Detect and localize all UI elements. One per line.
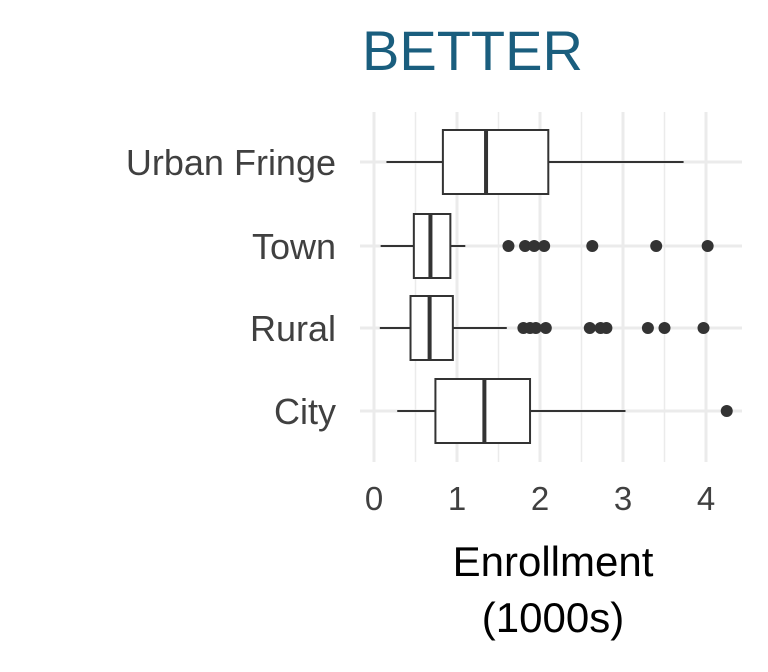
axis-labels: Urban Fringe Town Rural City 0 1 2 3 4 Enrollment… [126,142,715,641]
outlier-point [650,240,663,252]
outlier-point [583,322,596,334]
outlier-point [519,240,532,252]
chart-title: BETTER [362,19,583,82]
category-label: City [274,391,336,432]
category-label: Rural [250,308,336,349]
outlier-point [600,322,613,334]
x-axis-title: Enrollment [453,538,654,585]
outlier-point [502,240,515,252]
outlier-point [701,240,714,252]
x-tick-label: 2 [531,480,549,517]
outlier-point [528,240,541,252]
box-iqr [409,295,454,361]
box-iqr [441,129,550,195]
outlier-point [658,322,671,334]
outlier-point [529,322,542,334]
x-tick-label: 3 [614,480,632,517]
category-label: Urban Fringe [126,142,336,183]
x-tick-label: 1 [448,480,466,517]
outlier-point [538,240,551,252]
outlier-point [539,322,552,334]
outlier-point [586,240,599,252]
box-series [379,129,733,444]
outlier-point [697,322,710,334]
outlier-point [720,405,733,417]
grid-lines [360,112,742,462]
category-label: Town [252,226,336,267]
x-tick-label: 4 [697,480,715,517]
outlier-point [641,322,654,334]
x-tick-label: 0 [365,480,383,517]
x-axis-title: (1000s) [482,594,624,641]
